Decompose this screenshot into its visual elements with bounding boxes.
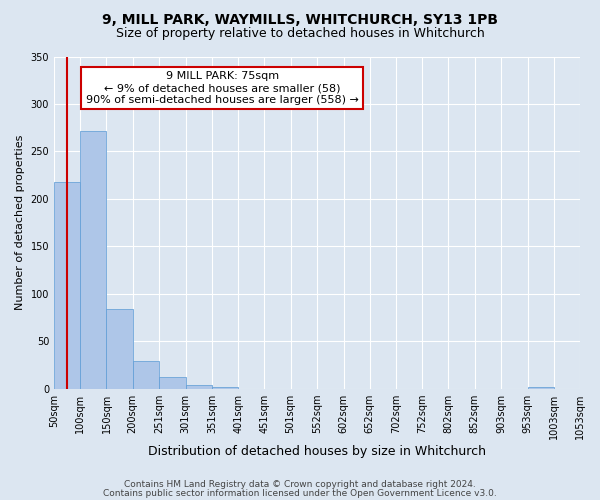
Text: Size of property relative to detached houses in Whitchurch: Size of property relative to detached ho… bbox=[116, 28, 484, 40]
Text: 9 MILL PARK: 75sqm
← 9% of detached houses are smaller (58)
90% of semi-detached: 9 MILL PARK: 75sqm ← 9% of detached hous… bbox=[86, 72, 359, 104]
Text: Contains public sector information licensed under the Open Government Licence v3: Contains public sector information licen… bbox=[103, 488, 497, 498]
Bar bbox=[80, 130, 106, 388]
Text: Contains HM Land Registry data © Crown copyright and database right 2024.: Contains HM Land Registry data © Crown c… bbox=[124, 480, 476, 489]
Y-axis label: Number of detached properties: Number of detached properties bbox=[15, 135, 25, 310]
X-axis label: Distribution of detached houses by size in Whitchurch: Distribution of detached houses by size … bbox=[148, 444, 486, 458]
Bar bbox=[160, 378, 185, 388]
Text: 9, MILL PARK, WAYMILLS, WHITCHURCH, SY13 1PB: 9, MILL PARK, WAYMILLS, WHITCHURCH, SY13… bbox=[102, 12, 498, 26]
Bar bbox=[106, 309, 133, 388]
Bar bbox=[54, 182, 80, 388]
Bar bbox=[133, 361, 160, 388]
Bar bbox=[212, 387, 238, 388]
Bar bbox=[527, 387, 554, 388]
Bar bbox=[185, 385, 212, 388]
